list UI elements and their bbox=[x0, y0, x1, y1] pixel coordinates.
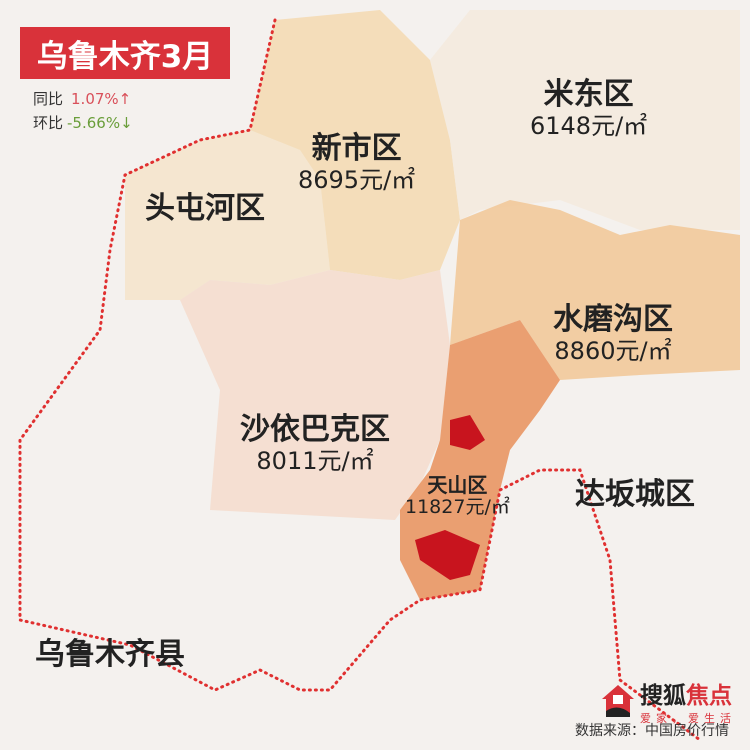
district-label-dabancheng: 达坂城区 bbox=[575, 477, 695, 512]
mom-stat: 环比 -5.66%↓ bbox=[33, 112, 133, 133]
region-midong bbox=[430, 10, 740, 230]
district-label-toutunhe: 头屯河区 bbox=[145, 191, 265, 226]
yoy-stat: 同比 1.07%↑ bbox=[33, 88, 131, 109]
sohu-focus-logo: 搜狐焦点 爱家，爱生活 bbox=[600, 676, 736, 726]
district-label-midong: 米东区 6148元/㎡ bbox=[530, 77, 648, 140]
stat-label: 环比 bbox=[33, 114, 64, 132]
arrow-up-icon: ↑ bbox=[118, 90, 132, 108]
arrow-down-icon: ↓ bbox=[120, 114, 133, 132]
region-tianshan bbox=[400, 320, 560, 600]
region-toutunhe bbox=[125, 130, 330, 300]
district-label-shayibake: 沙依巴克区 8011元/㎡ bbox=[240, 412, 390, 475]
region-xinshi bbox=[250, 10, 460, 280]
page-title: 乌鲁木齐3月 bbox=[20, 27, 230, 79]
district-label-xinshi: 新市区 8695元/㎡ bbox=[298, 131, 416, 194]
district-label-tianshan: 天山区 11827元/㎡ bbox=[405, 473, 510, 518]
district-label-urumqi-county: 乌鲁木齐县 bbox=[35, 637, 185, 672]
stat-value: 1.07% bbox=[71, 90, 119, 108]
stat-label: 同比 bbox=[33, 90, 64, 108]
hotspot bbox=[450, 415, 485, 450]
district-label-shuimogou: 水磨沟区 8860元/㎡ bbox=[553, 302, 673, 365]
stat-value: -5.66% bbox=[67, 114, 121, 132]
data-source: 数据来源：中国房价行情 bbox=[575, 723, 729, 739]
region-shuimogou bbox=[450, 200, 740, 380]
house-icon bbox=[602, 685, 634, 717]
hotspot bbox=[415, 530, 480, 580]
region-shayibake bbox=[180, 270, 450, 520]
